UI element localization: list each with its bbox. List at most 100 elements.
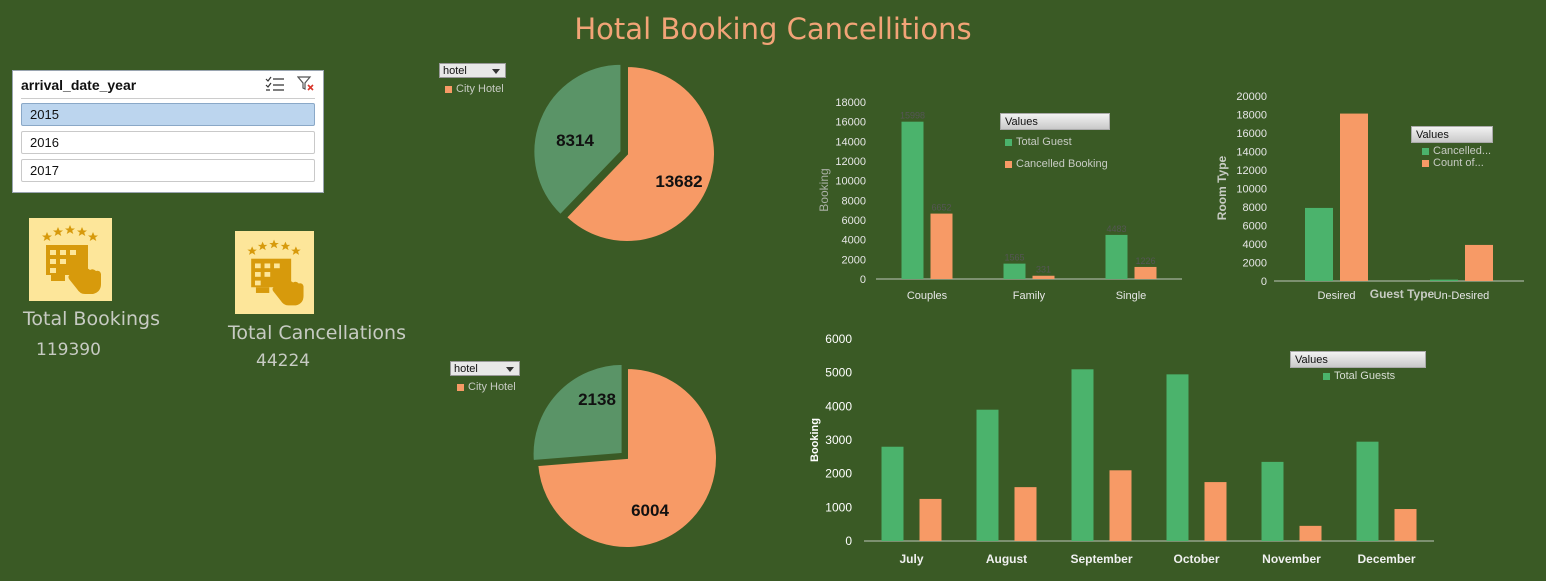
y-tick-label: 5000 bbox=[825, 366, 852, 380]
bar-data-label: 1226 bbox=[1135, 256, 1155, 266]
y-tick-label: 12000 bbox=[1236, 165, 1267, 177]
month-legend-item: Total Guests bbox=[1323, 370, 1395, 382]
bar bbox=[1356, 441, 1379, 541]
pie-bottom-legend: City Hotel bbox=[457, 381, 516, 393]
bar bbox=[1299, 525, 1322, 541]
pie-chart-top: 13682 8314 bbox=[532, 64, 716, 242]
bar bbox=[1071, 369, 1094, 541]
y-tick-label: 2000 bbox=[825, 467, 852, 481]
x-tick-label: Couples bbox=[907, 290, 948, 302]
y-tick-label: 16000 bbox=[835, 117, 866, 129]
multiselect-icon[interactable] bbox=[265, 76, 285, 92]
pie-bottom-legend-label: City Hotel bbox=[468, 381, 516, 393]
x-tick-label: October bbox=[1173, 552, 1219, 566]
monthly-chart: 0 1000 2000 3000 4000 5000 6000 July August Septe… bbox=[809, 332, 1434, 566]
y-tick-label: 2000 bbox=[1243, 258, 1267, 270]
bar bbox=[881, 446, 904, 541]
slicer-header: arrival_date_year bbox=[21, 77, 137, 93]
bar bbox=[976, 409, 999, 541]
bar bbox=[1109, 470, 1132, 541]
y-tick-label: 6000 bbox=[1243, 221, 1267, 233]
pie-data-label: 8314 bbox=[556, 131, 594, 150]
room-type-chart: 0 2000 4000 6000 8000 10000 12000 14000 16000 180… bbox=[1215, 91, 1524, 302]
x-tick-label: December bbox=[1357, 552, 1415, 566]
room-legend-item: Cancelled... bbox=[1422, 145, 1491, 157]
bar bbox=[901, 121, 924, 279]
guest-legend-item: Cancelled Booking bbox=[1005, 158, 1108, 170]
bar bbox=[1166, 374, 1189, 541]
y-tick-label: 2000 bbox=[842, 254, 866, 266]
room-legend-header: Values bbox=[1411, 126, 1493, 143]
bar bbox=[1003, 263, 1026, 279]
slicer-item-2017[interactable]: 2017 bbox=[21, 159, 315, 182]
clear-filter-icon[interactable] bbox=[297, 76, 315, 92]
bar bbox=[1340, 113, 1368, 281]
hotel-filter-label: hotel bbox=[443, 65, 467, 77]
bar bbox=[1134, 266, 1157, 279]
y-tick-label: 4000 bbox=[825, 399, 852, 413]
y-tick-label: 4000 bbox=[842, 235, 866, 247]
bar-data-label: 6652 bbox=[931, 203, 951, 213]
bar bbox=[919, 498, 942, 541]
bar-data-label: 331 bbox=[1036, 265, 1051, 275]
x-tick-label: Un-Desired bbox=[1434, 290, 1490, 302]
hotel-filter-label: hotel bbox=[454, 363, 478, 375]
y-tick-label: 18000 bbox=[835, 97, 866, 109]
y-tick-label: 14000 bbox=[835, 136, 866, 148]
guest-type-chart: 0 2000 4000 6000 8000 10000 12000 14000 16000 180… bbox=[817, 97, 1182, 302]
bar bbox=[1105, 234, 1128, 279]
x-tick-label: September bbox=[1070, 552, 1132, 566]
pie-top-legend: City Hotel bbox=[445, 83, 504, 95]
chevron-down-icon bbox=[506, 367, 514, 372]
x-tick-label: Desired bbox=[1318, 290, 1356, 302]
pie-chart-bottom: 6004 2138 bbox=[531, 362, 718, 549]
room-legend-label: Count of... bbox=[1433, 157, 1484, 169]
bar bbox=[1305, 207, 1333, 281]
dashboard-title: Hotal Booking Cancellitions bbox=[574, 12, 972, 46]
y-tick-label: 3000 bbox=[825, 433, 852, 447]
y-tick-label: 4000 bbox=[1243, 239, 1267, 251]
bar bbox=[1032, 275, 1055, 279]
bar bbox=[930, 213, 953, 279]
x-tick-label: August bbox=[986, 552, 1027, 566]
bar bbox=[1261, 461, 1284, 541]
y-tick-label: 14000 bbox=[1236, 147, 1267, 159]
room-legend-label: Cancelled... bbox=[1433, 145, 1492, 157]
y-tick-label: 12000 bbox=[835, 156, 866, 168]
hotel-filter-dropdown[interactable]: hotel bbox=[439, 63, 506, 78]
year-slicer[interactable]: arrival_date_year 2015 2016 2017 bbox=[12, 70, 324, 193]
y-tick-label: 0 bbox=[860, 274, 866, 286]
bar bbox=[1204, 482, 1227, 541]
pie-slice bbox=[531, 362, 624, 463]
y-tick-label: 8000 bbox=[842, 195, 866, 207]
hotel-booking-icon bbox=[235, 231, 314, 314]
y-tick-label: 1000 bbox=[825, 500, 852, 514]
total-cancellations-value: 44224 bbox=[256, 351, 311, 371]
y-axis-title: Booking bbox=[817, 168, 831, 211]
hotel-filter-dropdown[interactable]: hotel bbox=[450, 361, 520, 376]
slicer-item-2015[interactable]: 2015 bbox=[21, 103, 315, 126]
hotel-booking-icon bbox=[29, 218, 112, 301]
slicer-item-2016[interactable]: 2016 bbox=[21, 131, 315, 154]
bar-data-label: 4483 bbox=[1106, 224, 1126, 234]
pie-slice bbox=[564, 64, 716, 242]
y-axis-title: Room Type bbox=[1215, 155, 1229, 220]
month-legend-label: Total Guests bbox=[1334, 370, 1396, 382]
bar bbox=[1465, 244, 1493, 281]
pie-top-legend-label: City Hotel bbox=[456, 83, 504, 95]
x-tick-label: November bbox=[1262, 552, 1321, 566]
guest-legend-label: Cancelled Booking bbox=[1016, 158, 1108, 170]
slicer-divider bbox=[21, 98, 315, 99]
pie-data-label: 13682 bbox=[655, 172, 702, 191]
x-tick-label: Single bbox=[1116, 290, 1147, 302]
total-bookings-label: Total Bookings bbox=[23, 308, 160, 330]
y-tick-label: 18000 bbox=[1236, 110, 1267, 122]
guest-legend-item: Total Guest bbox=[1005, 136, 1072, 148]
x-axis-title: Guest Type bbox=[1370, 287, 1435, 301]
pie-slice bbox=[536, 366, 718, 549]
bar-data-label: 1565 bbox=[1004, 253, 1024, 263]
y-axis-title: Booking bbox=[809, 418, 821, 462]
bar bbox=[1430, 279, 1458, 281]
y-tick-label: 10000 bbox=[1236, 184, 1267, 196]
x-tick-label: July bbox=[899, 552, 923, 566]
